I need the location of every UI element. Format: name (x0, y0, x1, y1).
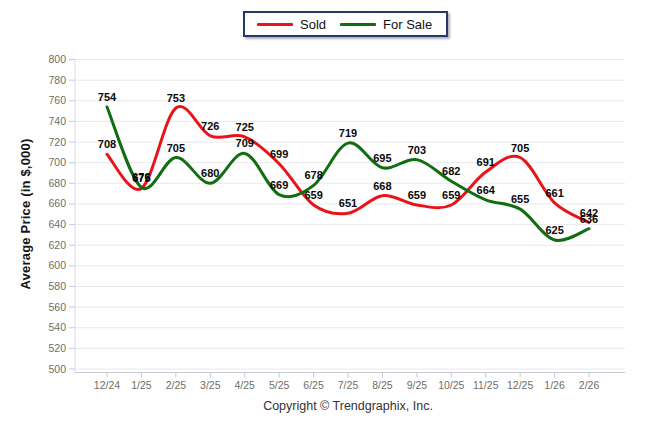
for-sale-legend-swatch (340, 23, 376, 26)
data-label-for-sale: 680 (201, 167, 219, 179)
x-tick-label: 4/25 (235, 379, 256, 391)
data-label-sold: 659 (442, 189, 460, 201)
data-label-sold: 691 (477, 156, 495, 168)
data-label-sold: 659 (304, 189, 322, 201)
data-label-for-sale: 705 (167, 142, 185, 154)
x-tick-label: 1/26 (544, 379, 565, 391)
data-label-for-sale: 703 (408, 144, 426, 156)
data-label-sold: 661 (545, 187, 563, 199)
data-label-for-sale: 655 (511, 193, 529, 205)
data-label-for-sale: 636 (580, 213, 598, 225)
y-tick-label: 740 (48, 115, 66, 127)
sold-legend-swatch (257, 23, 293, 26)
data-label-for-sale: 676 (132, 171, 150, 183)
y-tick-label: 560 (48, 301, 66, 313)
y-tick-label: 760 (48, 94, 66, 106)
y-tick-label: 680 (48, 177, 66, 189)
y-tick-label: 640 (48, 218, 66, 230)
y-tick-label: 500 (48, 363, 66, 375)
data-label-sold: 668 (373, 180, 391, 192)
data-label-sold: 708 (98, 138, 116, 150)
data-label-sold: 705 (511, 142, 529, 154)
data-label-sold: 699 (270, 148, 288, 160)
data-label-for-sale: 719 (339, 127, 357, 139)
x-tick-label: 11/25 (473, 379, 499, 391)
data-label-for-sale: 754 (98, 91, 117, 103)
x-tick-label: 12/25 (507, 379, 533, 391)
data-label-sold: 753 (167, 92, 185, 104)
x-tick-label: 1/25 (131, 379, 152, 391)
y-tick-label: 580 (48, 280, 66, 292)
x-tick-label: 10/25 (438, 379, 464, 391)
y-axis-title: Average Price (in $,000) (18, 54, 38, 374)
x-tick-label: 2/25 (166, 379, 187, 391)
for-sale-legend-label: For Sale (376, 17, 434, 32)
data-label-sold: 725 (236, 121, 254, 133)
data-label-for-sale: 682 (442, 165, 460, 177)
data-label-sold: 651 (339, 197, 357, 209)
y-tick-label: 700 (48, 156, 66, 168)
x-tick-label: 6/25 (303, 379, 324, 391)
line-chart-plot: 800 780 760 740 720 700 680 660 640 620 600 580 560 5… (0, 0, 646, 434)
data-label-for-sale: 709 (236, 137, 254, 149)
data-label-for-sale: 669 (270, 179, 288, 191)
x-tick-label: 12/24 (94, 379, 120, 391)
y-tick-label: 800 (48, 53, 66, 65)
y-tick-label: 620 (48, 239, 66, 251)
x-tick-label: 7/25 (338, 379, 359, 391)
x-tick-label: 5/25 (269, 379, 290, 391)
x-tick-label: 3/25 (200, 379, 221, 391)
chart-legend: Sold For Sale (243, 11, 448, 37)
copyright-text: Copyright © Trendgraphix, Inc. (50, 399, 646, 413)
data-label-for-sale: 678 (304, 169, 322, 181)
y-tick-label: 600 (48, 259, 66, 271)
y-tick-label: 540 (48, 321, 66, 333)
x-tick-label: 8/25 (372, 379, 393, 391)
data-label-for-sale: 664 (477, 184, 496, 196)
data-label-sold: 726 (201, 120, 219, 132)
y-tick-label: 520 (48, 342, 66, 354)
y-tick-label: 720 (48, 136, 66, 148)
chart-canvas: Sold For Sale Average Price (in $,000) 8… (0, 0, 646, 434)
y-tick-label: 780 (48, 74, 66, 86)
data-label-for-sale: 695 (373, 152, 391, 164)
x-tick-label: 9/25 (407, 379, 428, 391)
data-label-for-sale: 625 (545, 224, 563, 236)
sold-legend-label: Sold (293, 17, 340, 32)
y-tick-label: 660 (48, 197, 66, 209)
data-label-sold: 659 (408, 189, 426, 201)
x-tick-label: 2/26 (579, 379, 600, 391)
